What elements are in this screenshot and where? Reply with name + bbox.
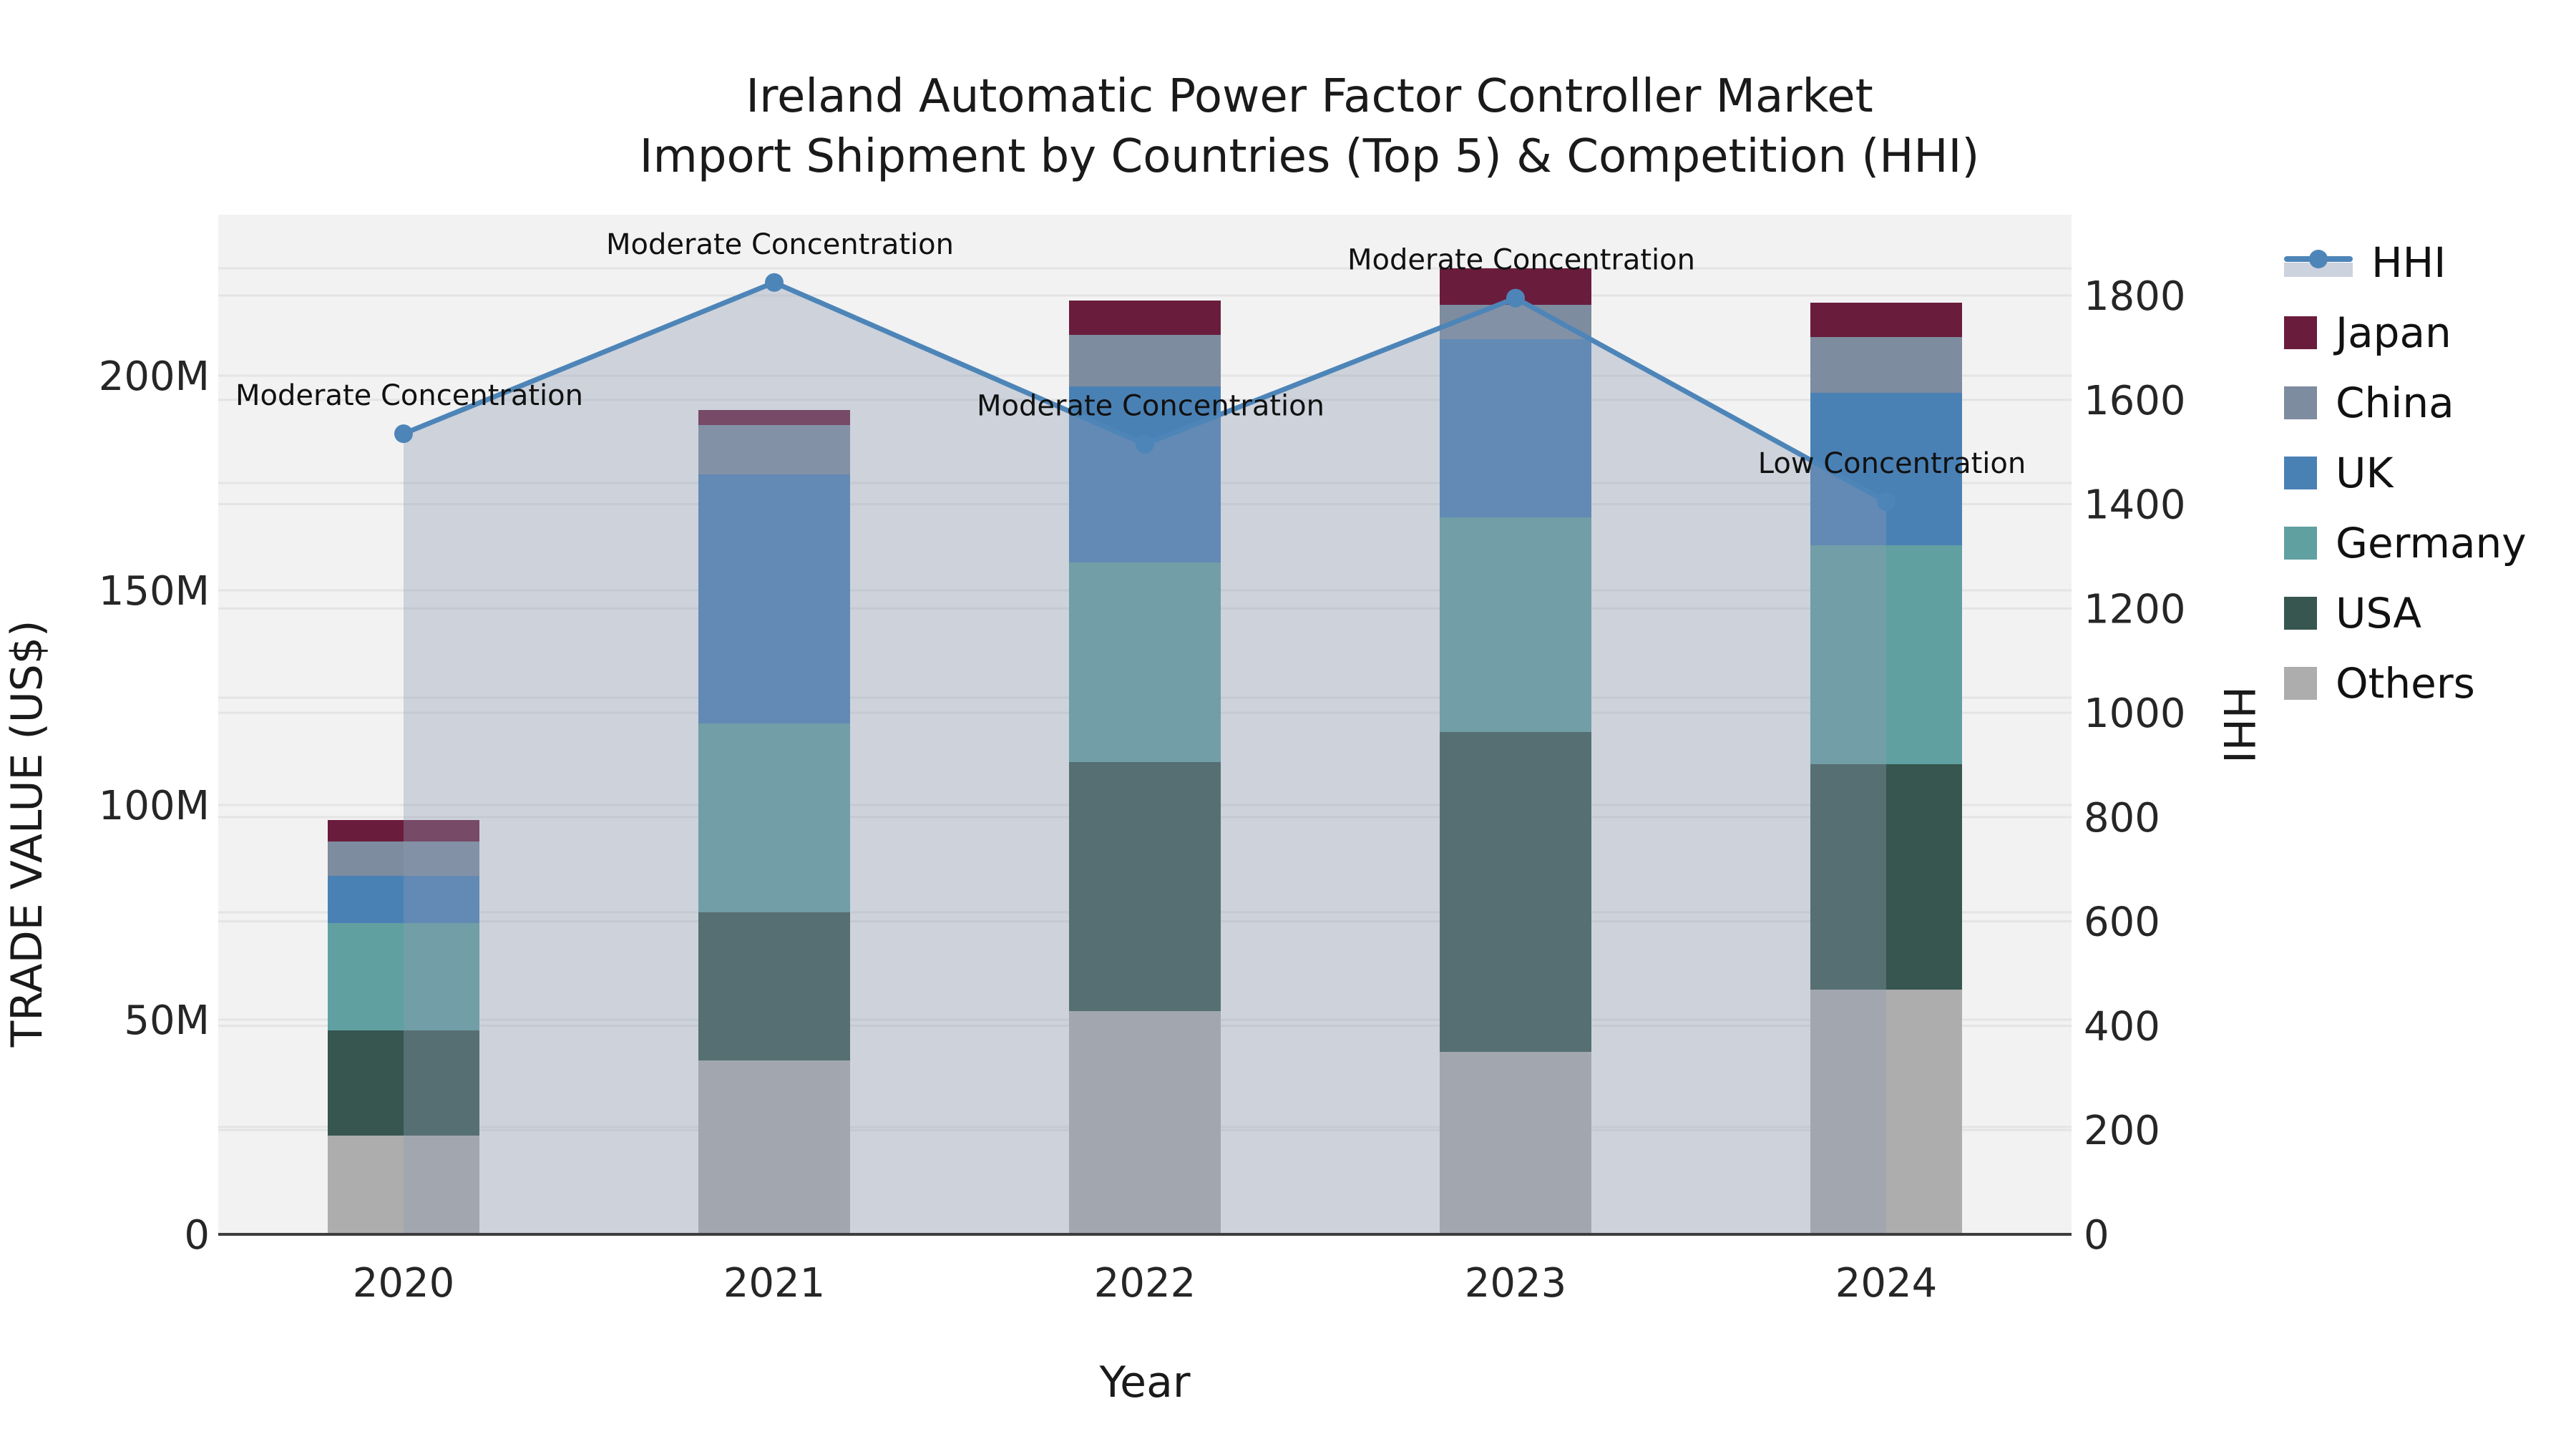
bar-segment-2024-china [1810, 337, 1962, 393]
y-right-tick-label: 1800 [2084, 273, 2186, 320]
legend-swatch-japan [2284, 316, 2317, 349]
plot-area: Moderate Concentration Moderate Concentra… [99, 215, 2186, 1307]
hhi-annotation-2020: Moderate Concentration [235, 379, 583, 412]
bar-segment-2024-others [1810, 990, 1962, 1234]
hhi-marker-swatch [2309, 250, 2328, 268]
hhi-point-2020 [394, 424, 413, 444]
y-left-tick-label: 200M [99, 353, 210, 400]
x-tick-label-2022: 2022 [1094, 1260, 1196, 1307]
bar-segment-2022-others [1069, 1011, 1221, 1234]
bar-segment-2020-usa [328, 1030, 479, 1136]
hhi-area-fill [404, 282, 1886, 1234]
x-axis-title: Year [1098, 1357, 1190, 1407]
hhi-point-2023 [1506, 288, 1525, 308]
bar-segment-2022-japan [1069, 301, 1221, 335]
bar-segment-2021-usa [698, 912, 850, 1060]
hhi-point-2021 [765, 273, 784, 292]
chart-title-line1: Ireland Automatic Power Factor Controlle… [746, 70, 1873, 123]
y-right-tick-label: 1600 [2084, 378, 2186, 424]
hhi-legend-glyph-icon [2284, 244, 2353, 281]
bar-segment-2024-usa [1810, 764, 1962, 990]
bar-segment-2022-uk [1069, 386, 1221, 562]
bar-segment-2023-china [1440, 305, 1591, 339]
x-tick-label-2024: 2024 [1835, 1260, 1938, 1307]
legend-label-usa: USA [2336, 589, 2422, 638]
bar-segment-2023-germany [1440, 517, 1591, 732]
bar-segment-2021-germany [698, 723, 850, 912]
hhi-annotation-2024: Low Concentration [1758, 447, 2026, 480]
bar-segment-2023-others [1440, 1052, 1591, 1234]
y-right-tick-label: 1400 [2084, 482, 2186, 529]
y-right-tick-label: 1200 [2084, 586, 2186, 633]
bar-segment-2023-usa [1440, 732, 1591, 1052]
bar-segment-2021-others [698, 1060, 850, 1234]
legend-label-uk: UK [2336, 449, 2394, 497]
hhi-annotation-2022: Moderate Concentration [977, 390, 1324, 423]
y-right-tick-label: 400 [2084, 1003, 2160, 1050]
legend-label-germany: Germany [2336, 519, 2527, 567]
y-left-axis-title: TRADE VALUE (US$) [2, 620, 52, 1048]
legend-label-china: China [2336, 379, 2454, 427]
y-right-tick-label: 200 [2084, 1108, 2160, 1154]
y-right-tick-label: 0 [2084, 1212, 2109, 1259]
bar-segment-2022-usa [1069, 762, 1221, 1011]
legend-swatch-germany [2284, 527, 2317, 560]
hhi-annotation-2023: Moderate Concentration [1347, 244, 1695, 277]
bar-segment-2020-uk [328, 876, 479, 923]
bar-segment-2023-uk [1440, 339, 1591, 517]
legend-item-uk: UK [2284, 438, 2527, 508]
legend-label-hhi: HHI [2371, 238, 2446, 287]
y-left-tick-label: 0 [184, 1212, 210, 1259]
bar-segment-2022-china [1069, 335, 1221, 386]
legend-item-hhi: HHI [2284, 228, 2527, 298]
bar-segment-2021-uk [698, 474, 850, 723]
hhi-point-2024 [1877, 492, 1896, 511]
legend: HHI Japan China UK Germany USA Others [2284, 228, 2527, 718]
hhi-area-swatch [2284, 263, 2353, 277]
bar-segment-2020-others [328, 1136, 479, 1234]
legend-item-japan: Japan [2284, 298, 2527, 368]
y-right-tick-label: 1000 [2084, 691, 2186, 737]
bar-segment-2021-japan [698, 410, 850, 425]
y-right-axis-title: HHI [2213, 686, 2263, 763]
y-left-tick-label: 150M [99, 568, 210, 615]
bar-segment-2020-china [328, 841, 479, 876]
legend-swatch-usa [2284, 597, 2317, 630]
legend-item-china: China [2284, 368, 2527, 438]
bar-segment-2022-germany [1069, 562, 1221, 762]
y-right-tick-label: 800 [2084, 795, 2160, 841]
bar-segment-2020-germany [328, 923, 479, 1030]
legend-item-germany: Germany [2284, 508, 2527, 578]
bar-segment-2021-china [698, 425, 850, 474]
y-left-tick-label: 50M [124, 997, 210, 1044]
y-right-tick-label: 600 [2084, 899, 2160, 946]
hhi-annotation-2021: Moderate Concentration [606, 228, 954, 261]
hhi-point-2022 [1136, 434, 1154, 454]
x-tick-label-2020: 2020 [353, 1260, 455, 1307]
bar-segment-2024-japan [1810, 303, 1962, 337]
chart-title-line2: Import Shipment by Countries (Top 5) & C… [640, 130, 1980, 183]
bar-segment-2020-japan [328, 820, 479, 841]
legend-swatch-others [2284, 667, 2317, 700]
bar-segment-2024-germany [1810, 545, 1962, 764]
y-left-tick-label: 100M [99, 783, 210, 829]
legend-label-japan: Japan [2336, 308, 2451, 357]
bar-segment-2024-uk [1810, 393, 1962, 545]
legend-label-others: Others [2336, 659, 2475, 708]
legend-item-usa: USA [2284, 578, 2527, 648]
x-tick-label-2023: 2023 [1465, 1260, 1567, 1307]
legend-swatch-china [2284, 386, 2317, 419]
legend-swatch-uk [2284, 457, 2317, 489]
x-tick-label-2021: 2021 [723, 1260, 826, 1307]
legend-item-others: Others [2284, 648, 2527, 718]
